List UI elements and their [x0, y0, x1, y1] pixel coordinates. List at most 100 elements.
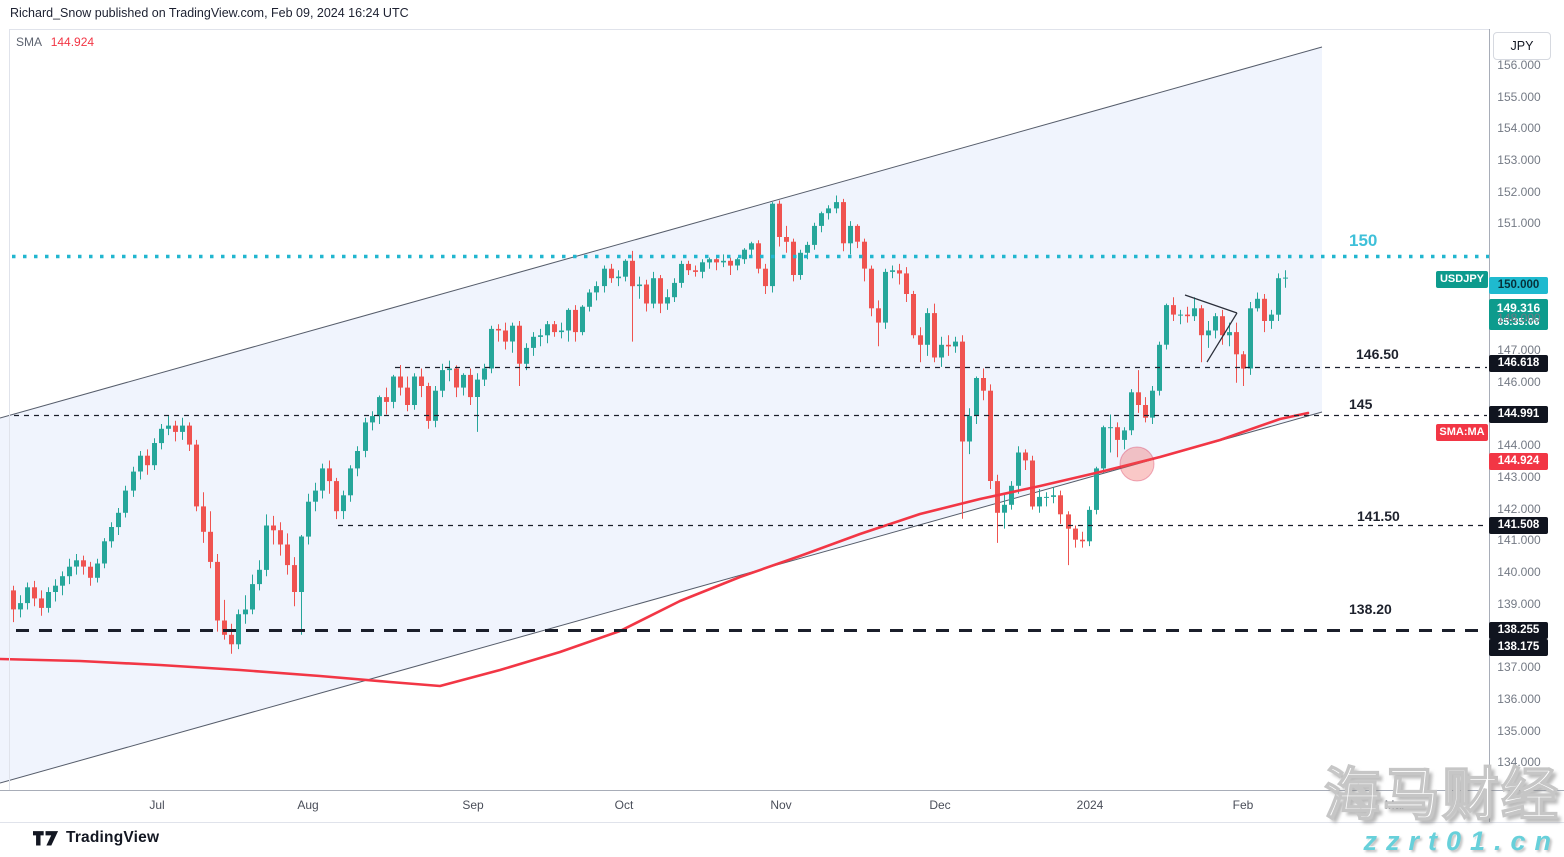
candle-body — [138, 455, 143, 472]
candle-body — [876, 308, 881, 323]
candle-body — [159, 428, 164, 444]
candle-body — [1185, 314, 1190, 317]
candle-body — [1066, 514, 1071, 529]
candle-body — [756, 243, 761, 269]
candle-body — [812, 225, 817, 245]
candle-body — [468, 374, 473, 398]
candle-body — [264, 525, 269, 570]
candle-body — [412, 376, 417, 405]
candle-body — [545, 324, 550, 336]
candle-body — [981, 378, 986, 391]
time-axis[interactable]: Jul Aug Sep Oct Nov Dec 2024 Feb Mar — [0, 790, 1564, 822]
candle-body — [398, 376, 403, 388]
candle-body — [805, 244, 810, 253]
candle-body — [616, 276, 621, 279]
candle-body — [1192, 308, 1197, 317]
candle-body — [482, 368, 487, 380]
time-label-Dec: Dec — [929, 798, 951, 812]
candle-body — [637, 284, 642, 287]
candle-body — [1002, 504, 1007, 513]
candle-body — [11, 590, 16, 610]
candle-body — [538, 335, 543, 337]
candle-body — [679, 263, 684, 283]
candle-body — [1136, 392, 1141, 405]
candle-body — [960, 341, 965, 442]
candle-body — [510, 325, 515, 342]
candle-body — [447, 368, 452, 371]
tradingview-logo[interactable]: TradingView — [33, 829, 159, 847]
candle-body — [517, 325, 522, 364]
candle-body — [707, 259, 712, 263]
candle-body — [721, 260, 726, 263]
candle-body — [67, 566, 72, 577]
candle-body — [166, 425, 171, 429]
candle-body — [496, 328, 501, 331]
candle-body — [1051, 495, 1056, 497]
candle-body — [341, 495, 346, 512]
candle-body — [1227, 332, 1232, 336]
candle-body — [693, 270, 698, 272]
price-axis-border — [1489, 29, 1490, 822]
candle-body — [419, 376, 424, 386]
price-tick-136.000: 136.000 — [1497, 692, 1541, 706]
candle-body — [897, 270, 902, 274]
candle-body — [377, 397, 382, 417]
level-label-141_50: 141.50 — [1357, 508, 1400, 524]
price-tick-151.000: 151.000 — [1497, 216, 1541, 230]
candle-body — [489, 328, 494, 369]
candle-body — [1030, 460, 1035, 507]
price-tick-137.000: 137.000 — [1497, 660, 1541, 674]
candle-body — [271, 525, 276, 531]
candle-body — [1283, 277, 1288, 279]
candle-body — [60, 576, 65, 586]
candle-body — [313, 490, 318, 502]
sma-price-badge: 144.924 — [1489, 453, 1548, 470]
candle-body — [1255, 298, 1260, 309]
level-label-150: 150 — [1349, 231, 1378, 250]
candle-body — [623, 260, 628, 277]
sma-legend: SMA 144.924 — [16, 35, 94, 49]
candle-body — [363, 422, 368, 451]
time-label-Nov: Nov — [770, 798, 792, 812]
candle-body — [686, 263, 691, 271]
candle-body — [32, 587, 37, 599]
candle-body — [798, 252, 803, 275]
candle-body — [1143, 405, 1148, 418]
tradingview-mark-icon — [33, 830, 59, 847]
price-axis[interactable]: 150.000 149.316 05:35:06 144.924 156.000… — [1489, 29, 1564, 822]
chart-top-border — [9, 29, 1489, 30]
price-tick-135.000: 135.000 — [1497, 724, 1541, 738]
candle-body — [320, 468, 325, 491]
candle-body — [848, 225, 853, 244]
trend-channel-fill — [0, 47, 1322, 783]
candle-body — [1171, 305, 1176, 315]
candle-body — [131, 471, 136, 491]
candle-body — [587, 292, 592, 307]
candle-body — [1276, 278, 1281, 315]
price-badge-141.508: 141.508 — [1489, 517, 1548, 534]
candle-body — [932, 313, 937, 358]
wedge-annotation-line-2 — [1206, 312, 1238, 363]
candle-body — [1164, 305, 1169, 345]
price-tick-148.000: 148.000 — [1497, 311, 1541, 325]
chart-left-border — [9, 29, 10, 790]
candle-body — [651, 278, 656, 304]
candle-body — [1213, 316, 1218, 331]
price-tick-153.000: 153.000 — [1497, 153, 1541, 167]
currency-unit-button[interactable]: JPY — [1493, 32, 1551, 60]
candle-body — [890, 270, 895, 272]
price-tick-144.000: 144.000 — [1497, 438, 1541, 452]
candle-body — [299, 536, 304, 592]
candle-body — [552, 324, 557, 333]
candle-body — [609, 268, 614, 279]
candle-body — [229, 634, 234, 645]
candle-body — [883, 271, 888, 323]
price-tick-139.000: 139.000 — [1497, 597, 1541, 611]
sma-legend-label: SMA — [16, 35, 42, 49]
price-tick-155.000: 155.000 — [1497, 90, 1541, 104]
candle-body — [630, 260, 635, 287]
candle-body — [433, 390, 438, 421]
level-label-138_20: 138.20 — [1349, 601, 1392, 617]
candle-body — [1016, 452, 1021, 486]
